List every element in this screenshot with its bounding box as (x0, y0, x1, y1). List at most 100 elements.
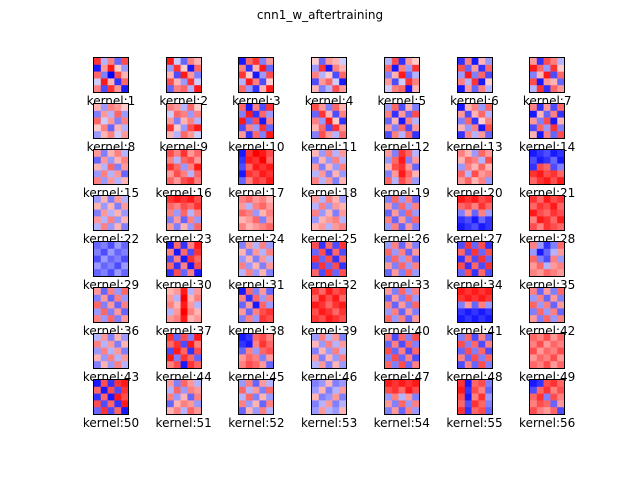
heatmap-cell (252, 340, 261, 348)
heatmap-cell (94, 308, 102, 316)
heatmap-cell (464, 400, 472, 408)
heatmap-cell (94, 156, 102, 164)
heatmap-cell (246, 255, 254, 263)
heatmap-cell (266, 242, 274, 250)
heatmap-cell (239, 255, 247, 263)
heatmap-cell (398, 58, 406, 66)
heatmap-cell (384, 308, 392, 316)
heatmap-cell (166, 315, 174, 322)
kernel-heatmap (456, 149, 493, 185)
heatmap-cell (318, 315, 326, 322)
heatmap-cell (536, 58, 545, 66)
heatmap-cell (318, 196, 326, 204)
heatmap-cell (325, 262, 333, 270)
heatmap-cell (530, 104, 538, 112)
heatmap-cell (405, 340, 413, 348)
heatmap-cell (550, 85, 558, 92)
heatmap-cell (318, 110, 326, 118)
heatmap-cell (405, 386, 413, 394)
heatmap-cell (530, 354, 538, 362)
heatmap-cell (471, 64, 479, 72)
heatmap-cell (405, 156, 413, 164)
heatmap-cell (266, 85, 274, 92)
heatmap-cell (411, 85, 419, 92)
heatmap-cell (121, 407, 128, 414)
heatmap-cell (246, 315, 254, 322)
heatmap-cell (180, 308, 188, 316)
heatmap-cell (332, 58, 340, 66)
heatmap-cell (471, 361, 479, 368)
heatmap-cell (411, 301, 419, 309)
heatmap-cell (543, 269, 551, 276)
kernel-label: kernel:51 (155, 416, 212, 430)
heatmap-cell (173, 209, 181, 217)
heatmap-cell (536, 347, 545, 355)
heatmap-cell (530, 288, 538, 296)
heatmap-cell (471, 209, 479, 217)
heatmap-cell (266, 202, 274, 210)
heatmap-cell (339, 255, 347, 263)
heatmap-cell (173, 131, 181, 138)
heatmap-cell (246, 288, 254, 296)
heatmap-cell (325, 64, 333, 72)
heatmap-cell (166, 209, 174, 217)
heatmap-cell (266, 340, 274, 348)
heatmap-cell (187, 407, 195, 414)
heatmap-cell (550, 248, 558, 256)
heatmap-cell (332, 242, 340, 250)
heatmap-cell (180, 216, 188, 224)
heatmap-cell (484, 71, 492, 79)
heatmap-cell (339, 334, 347, 342)
heatmap-cell (484, 262, 492, 270)
heatmap-cell (530, 269, 538, 276)
heatmap-cell (173, 150, 181, 158)
heatmap-cell (384, 301, 392, 309)
heatmap-cell (252, 354, 261, 362)
heatmap-cell (391, 288, 399, 296)
heatmap-cell (252, 269, 261, 276)
heatmap-cell (477, 209, 485, 217)
heatmap-cell (246, 262, 254, 270)
heatmap-cell (405, 170, 413, 178)
heatmap-cell (114, 156, 122, 164)
heatmap-cell (121, 131, 128, 138)
heatmap-cell (398, 308, 406, 316)
heatmap-cell (391, 248, 399, 256)
heatmap-cell (318, 170, 326, 178)
heatmap-cell (530, 117, 538, 125)
heatmap-cell (187, 262, 195, 270)
heatmap-cell (114, 85, 122, 92)
heatmap-cell (187, 340, 195, 348)
heatmap-cell (187, 223, 195, 230)
heatmap-cell (266, 294, 274, 302)
heatmap-cell (100, 400, 108, 408)
heatmap-cell (246, 400, 254, 408)
heatmap-cell (405, 242, 413, 250)
heatmap-cell (405, 177, 413, 184)
heatmap-cell (259, 209, 267, 217)
heatmap-cell (94, 78, 102, 86)
heatmap-cell (180, 347, 188, 355)
heatmap-cell (405, 85, 413, 92)
heatmap-cell (536, 242, 545, 250)
kernel-heatmap (529, 241, 566, 277)
heatmap-cell (121, 294, 128, 302)
heatmap-cell (339, 110, 347, 118)
heatmap-cell (318, 58, 326, 66)
heatmap-cell (100, 315, 108, 322)
heatmap-cell (332, 255, 340, 263)
heatmap-cell (325, 400, 333, 408)
heatmap-cell (405, 110, 413, 118)
heatmap-cell (121, 255, 128, 263)
heatmap-cell (246, 156, 254, 164)
heatmap-cell (471, 163, 479, 171)
heatmap-cell (477, 117, 485, 125)
heatmap-cell (187, 347, 195, 355)
heatmap-cell (173, 64, 181, 72)
heatmap-cell (471, 170, 479, 178)
heatmap-cell (457, 407, 465, 414)
heatmap-cell (259, 354, 267, 362)
heatmap-cell (543, 150, 551, 158)
heatmap-cell (94, 288, 102, 296)
heatmap-cell (550, 156, 558, 164)
